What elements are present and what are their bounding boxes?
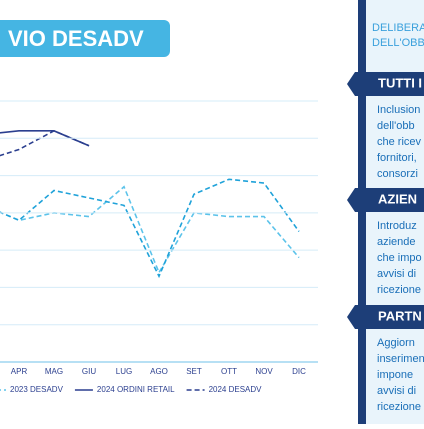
x-tick-label: APR	[11, 367, 28, 376]
section-text: che ricev	[377, 136, 422, 148]
section-text: Inclusion	[377, 104, 420, 116]
section-text: aziende	[377, 236, 416, 248]
section-text: dell'obb	[377, 120, 415, 132]
section-text: ricezione	[377, 401, 421, 413]
x-axis: APR MAG GIU LUG AGO SET OTT NOV DIC	[0, 100, 318, 376]
section-title: AZIEN	[378, 191, 417, 206]
x-tick-label: GIU	[82, 367, 96, 376]
section-text: che impo	[377, 252, 422, 264]
section-title: PARTN	[378, 308, 422, 323]
section-text: impone	[377, 369, 413, 381]
legend-label: 2024 DESADV	[209, 385, 263, 394]
panel-header: DELL'OBB	[372, 37, 424, 49]
title-box	[0, 20, 170, 57]
chart-title: VIO DESADV	[8, 26, 144, 51]
x-tick-label: DIC	[292, 367, 306, 376]
section-title: TUTTI I	[378, 75, 422, 90]
x-tick-label: AGO	[150, 367, 168, 376]
x-tick-label: LUG	[116, 367, 132, 376]
info-panel: DELIBERA DELL'OBB TUTTI I Inclusion dell'obb…	[347, 22, 424, 413]
section-text: ricezione	[377, 284, 421, 296]
x-tick-label: NOV	[255, 367, 273, 376]
panel-header: DELIBERA	[372, 22, 424, 34]
plot	[0, 129, 300, 279]
section-text: inserimen	[377, 353, 424, 365]
x-tick-label: SET	[186, 367, 202, 376]
legend-label: 2024 ORDINI RETAIL	[97, 385, 175, 394]
series-line	[0, 178, 300, 279]
legend: 2023 DESADV 2024 ORDINI RETAIL 2024 DESADV	[0, 385, 262, 394]
series-line	[0, 129, 90, 157]
x-tick-label: MAG	[45, 367, 63, 376]
section-text: avvisi di	[377, 268, 416, 280]
section-text: consorzi	[377, 168, 418, 180]
section-text: Aggiorn	[377, 337, 415, 349]
legend-label: 2023 DESADV	[10, 385, 64, 394]
section-text: fornitori,	[377, 152, 417, 164]
section-tab	[347, 188, 424, 212]
section-tab	[347, 305, 424, 329]
section-text: avvisi di	[377, 385, 416, 397]
section-tab	[347, 72, 424, 96]
series-line	[0, 185, 300, 275]
section-text: Introduz	[377, 220, 417, 232]
x-tick-label: OTT	[221, 367, 237, 376]
